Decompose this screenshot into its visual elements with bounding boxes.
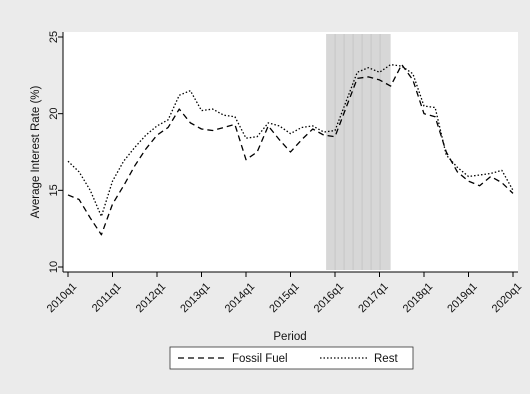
- legend-box: [169, 346, 414, 370]
- series-line-rest: [67, 63, 514, 218]
- y-tick-label-25: 25: [48, 31, 60, 43]
- y-tick-label-10: 10: [48, 261, 60, 273]
- legend: Fossil Fuel Rest: [169, 346, 414, 370]
- y-tick-label-15: 15: [48, 184, 60, 196]
- legend-label-fossil-fuel: Fossil Fuel: [232, 353, 288, 365]
- legend-label-rest: Rest: [374, 353, 398, 365]
- series-line-fossil-fuel: [67, 63, 514, 236]
- x-axis-title: Period: [273, 331, 306, 343]
- shaded-period: [326, 34, 391, 270]
- y-axis-title: Average Interest Rate (%): [30, 85, 42, 218]
- y-tick-label-20: 20: [48, 108, 60, 120]
